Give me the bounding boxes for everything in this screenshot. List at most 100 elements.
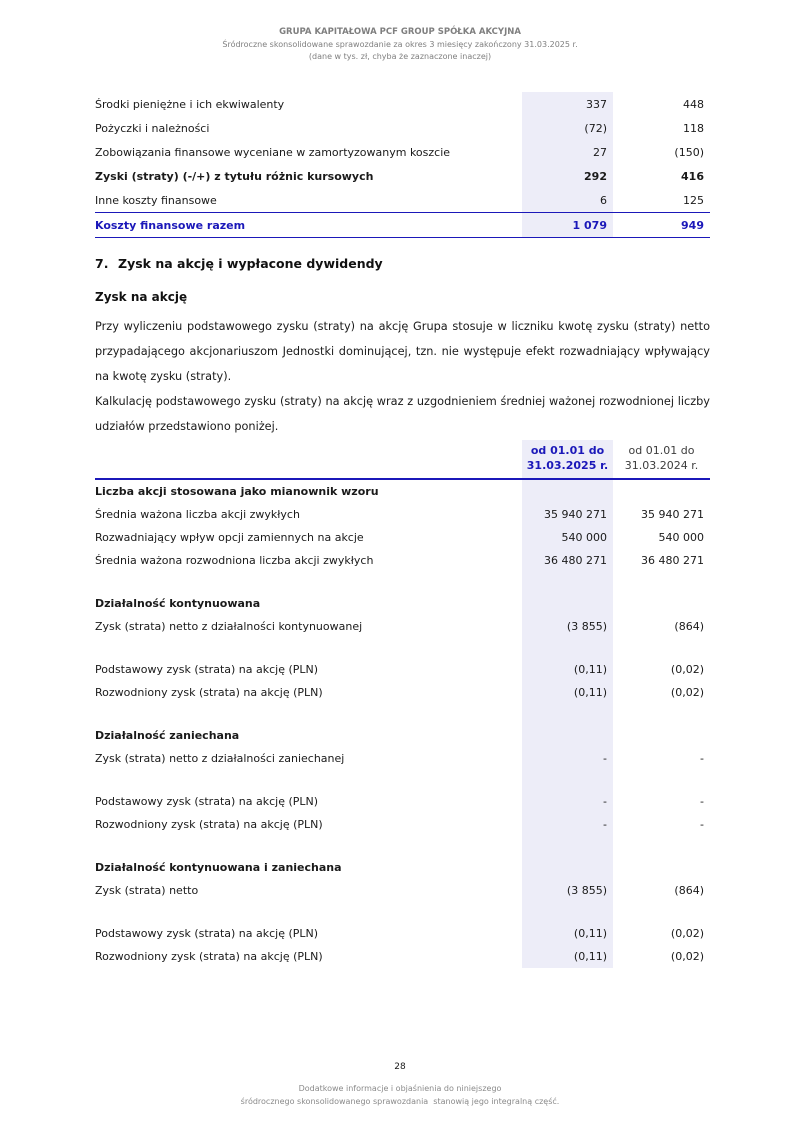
row-current-value [522, 479, 613, 503]
spacer-cell-highlight [522, 902, 613, 922]
eps-row: Średnia ważona rozwodniona liczba akcji … [95, 549, 710, 572]
total-row-label: Koszty finansowe razem [95, 212, 522, 238]
row-current-value: 337 [522, 92, 613, 116]
row-current-value: (0,11) [522, 922, 613, 945]
row-prior-value: - [700, 795, 704, 808]
row-prior-value: - [700, 818, 704, 831]
row-prior-value [613, 856, 710, 879]
spacer-cell [613, 902, 710, 922]
footer-note-line-2: śródrocznego skonsolidowanego sprawozdan… [240, 1097, 560, 1106]
row-prior-value: 35 940 271 [641, 508, 704, 521]
report-subtitle: Śródroczne skonsolidowane sprawozdanie z… [222, 39, 578, 49]
row-current-value: (0,11) [522, 681, 613, 704]
row-current-value [522, 856, 613, 879]
eps-row: Średnia ważona liczba akcji zwykłych 35 9… [95, 503, 710, 526]
row-prior-value: (0,02) [670, 950, 704, 963]
section-title: Zysk na akcję i wypłacone dywidendy [118, 256, 383, 271]
spacer-cell-highlight [522, 704, 613, 724]
row-current-value: - [522, 747, 613, 770]
row-label: Zysk (strata) netto z działalności konty… [95, 620, 363, 633]
row-prior-value: 118 [683, 121, 704, 135]
eps-row: Podstawowy zysk (strata) na akcję (PLN) (… [95, 658, 710, 681]
row-prior-value [613, 592, 710, 615]
row-current-value: (0,11) [522, 658, 613, 681]
page-number: 28 [394, 1062, 406, 1072]
spacer-cell [95, 704, 522, 724]
row-current-value: 540 000 [522, 526, 613, 549]
eps-row: Zysk (strata) netto z działalności zanie… [95, 747, 710, 770]
row-label: Zysk (strata) netto [95, 884, 199, 897]
spacer-row [95, 572, 710, 592]
eps-header-row: od 01.01 do 31.03.2025 r. od 01.01 do 31… [95, 440, 710, 480]
eps-row: Zysk (strata) netto z działalności konty… [95, 615, 710, 638]
eps-header-prior-line2: 31.03.2024 r. [624, 459, 699, 472]
eps-row: Liczba akcji stosowana jako mianownik wz… [95, 479, 710, 503]
eps-row: Rozwodniony zysk (strata) na akcję (PLN)… [95, 813, 710, 836]
spacer-cell [95, 572, 522, 592]
eps-header-empty-cell [95, 440, 522, 480]
subsection-heading: Zysk na akcję [95, 290, 188, 304]
row-label: Zyski (straty) (-/+) z tytułu różnic kur… [95, 169, 374, 183]
eps-header-prior-line1: od 01.01 do [628, 444, 695, 457]
section-number: 7. [95, 256, 109, 271]
eps-row: Zysk (strata) netto (3 855) (864) [95, 879, 710, 902]
row-label: Średnia ważona rozwodniona liczba akcji … [95, 554, 374, 567]
row-prior-value: 448 [683, 97, 704, 111]
row-current-value: (72) [522, 116, 613, 140]
total-prior-value: 949 [613, 212, 710, 238]
units-note: (dane w tys. zł, chyba że zaznaczone ina… [308, 52, 492, 61]
spacer-cell [613, 704, 710, 724]
eps-row: Działalność zaniechana [95, 724, 710, 747]
eps-row: Działalność kontynuowana i zaniechana [95, 856, 710, 879]
row-label: Działalność zaniechana [95, 729, 240, 742]
eps-row: Rozwadniający wpływ opcji zamiennych na … [95, 526, 710, 549]
section-heading: 7. Zysk na akcję i wypłacone dywidendy [95, 256, 383, 271]
spacer-cell [613, 836, 710, 856]
row-prior-value: (0,02) [670, 927, 704, 940]
row-prior-value: 540 000 [658, 531, 705, 544]
finance-costs-row: Zyski (straty) (-/+) z tytułu różnic kur… [95, 164, 710, 188]
row-current-value: 27 [522, 140, 613, 164]
spacer-cell-highlight [522, 770, 613, 790]
row-prior-value: 36 480 271 [641, 554, 704, 567]
row-prior-value: (0,02) [670, 686, 704, 699]
row-label: Pożyczki i należności [95, 121, 210, 135]
paragraph-eps-numerator: Przy wyliczeniu podstawowego zysku (stra… [95, 320, 710, 383]
row-prior-value: - [700, 752, 704, 765]
row-prior-value: (150) [674, 145, 704, 159]
row-current-value: (3 855) [522, 615, 613, 638]
row-current-value [522, 724, 613, 747]
row-prior-value: (864) [674, 620, 704, 633]
row-current-value: 292 [522, 164, 613, 188]
row-label: Działalność kontynuowana [95, 597, 261, 610]
spacer-cell [95, 638, 522, 658]
page-header: GRUPA KAPITAŁOWA PCF GROUP SPÓŁKA AKCYJN… [0, 26, 800, 64]
finance-costs-table-body: Środki pieniężne i ich ekwiwalenty 337 448… [95, 92, 710, 213]
eps-header-current-line2: 31.03.2025 r. [526, 459, 609, 472]
spacer-cell [95, 836, 522, 856]
row-label: Zobowiązania finansowe wyceniane w zamor… [95, 145, 451, 159]
finance-costs-row: Zobowiązania finansowe wyceniane w zamor… [95, 140, 710, 164]
spacer-cell-highlight [522, 638, 613, 658]
eps-row: Podstawowy zysk (strata) na akcję (PLN) -… [95, 790, 710, 813]
spacer-row [95, 638, 710, 658]
row-prior-value: (0,02) [670, 663, 704, 676]
row-label: Środki pieniężne i ich ekwiwalenty [95, 97, 285, 111]
row-prior-value [613, 724, 710, 747]
eps-table: od 01.01 do 31.03.2025 r. od 01.01 do 31… [95, 440, 710, 968]
spacer-row [95, 770, 710, 790]
row-current-value: (3 855) [522, 879, 613, 902]
row-label: Rozwadniający wpływ opcji zamiennych na … [95, 531, 364, 544]
row-prior-value: (864) [674, 884, 704, 897]
row-label: Podstawowy zysk (strata) na akcję (PLN) [95, 663, 319, 676]
spacer-row [95, 902, 710, 922]
spacer-row [95, 704, 710, 724]
spacer-cell [95, 902, 522, 922]
footer-note-line-1: Dodatkowe informacje i objaśnienia do ni… [298, 1084, 502, 1093]
spacer-cell [613, 770, 710, 790]
spacer-cell [613, 638, 710, 658]
row-prior-value [613, 479, 710, 503]
row-current-value: 6 [522, 188, 613, 213]
row-label: Działalność kontynuowana i zaniechana [95, 861, 342, 874]
